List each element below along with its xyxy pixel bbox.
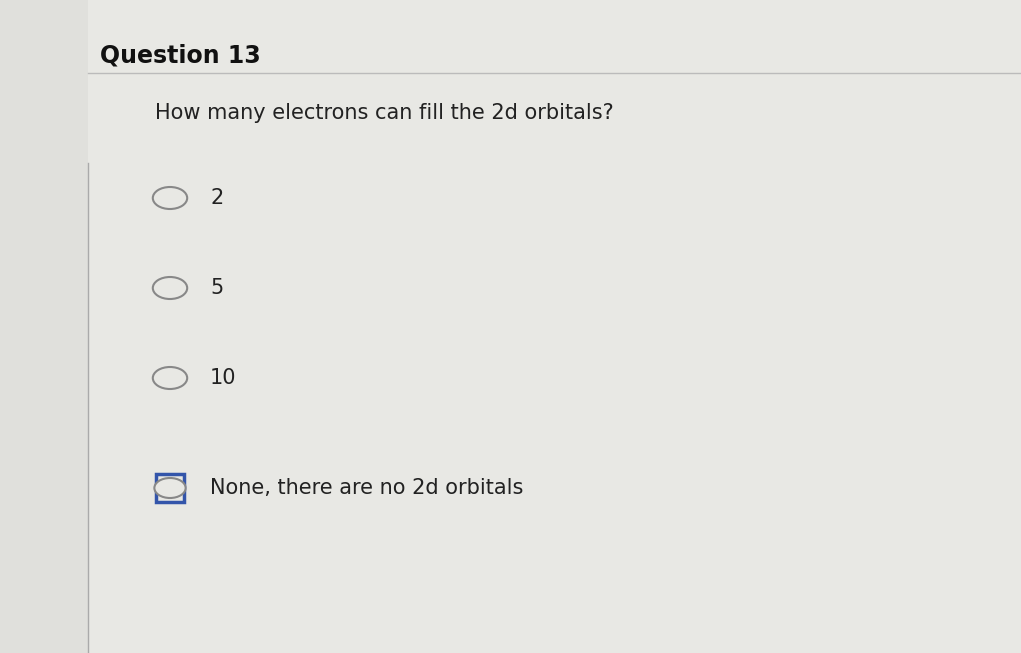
Text: 2: 2 [210, 188, 224, 208]
Ellipse shape [153, 367, 187, 389]
FancyBboxPatch shape [88, 0, 1021, 653]
Ellipse shape [153, 277, 187, 299]
Text: 10: 10 [210, 368, 237, 388]
FancyBboxPatch shape [0, 0, 88, 653]
FancyBboxPatch shape [156, 474, 184, 502]
Ellipse shape [154, 478, 186, 498]
Text: 5: 5 [210, 278, 224, 298]
Text: None, there are no 2d orbitals: None, there are no 2d orbitals [210, 478, 524, 498]
Text: How many electrons can fill the 2d orbitals?: How many electrons can fill the 2d orbit… [155, 103, 614, 123]
Text: Question 13: Question 13 [100, 43, 260, 67]
Ellipse shape [153, 187, 187, 209]
